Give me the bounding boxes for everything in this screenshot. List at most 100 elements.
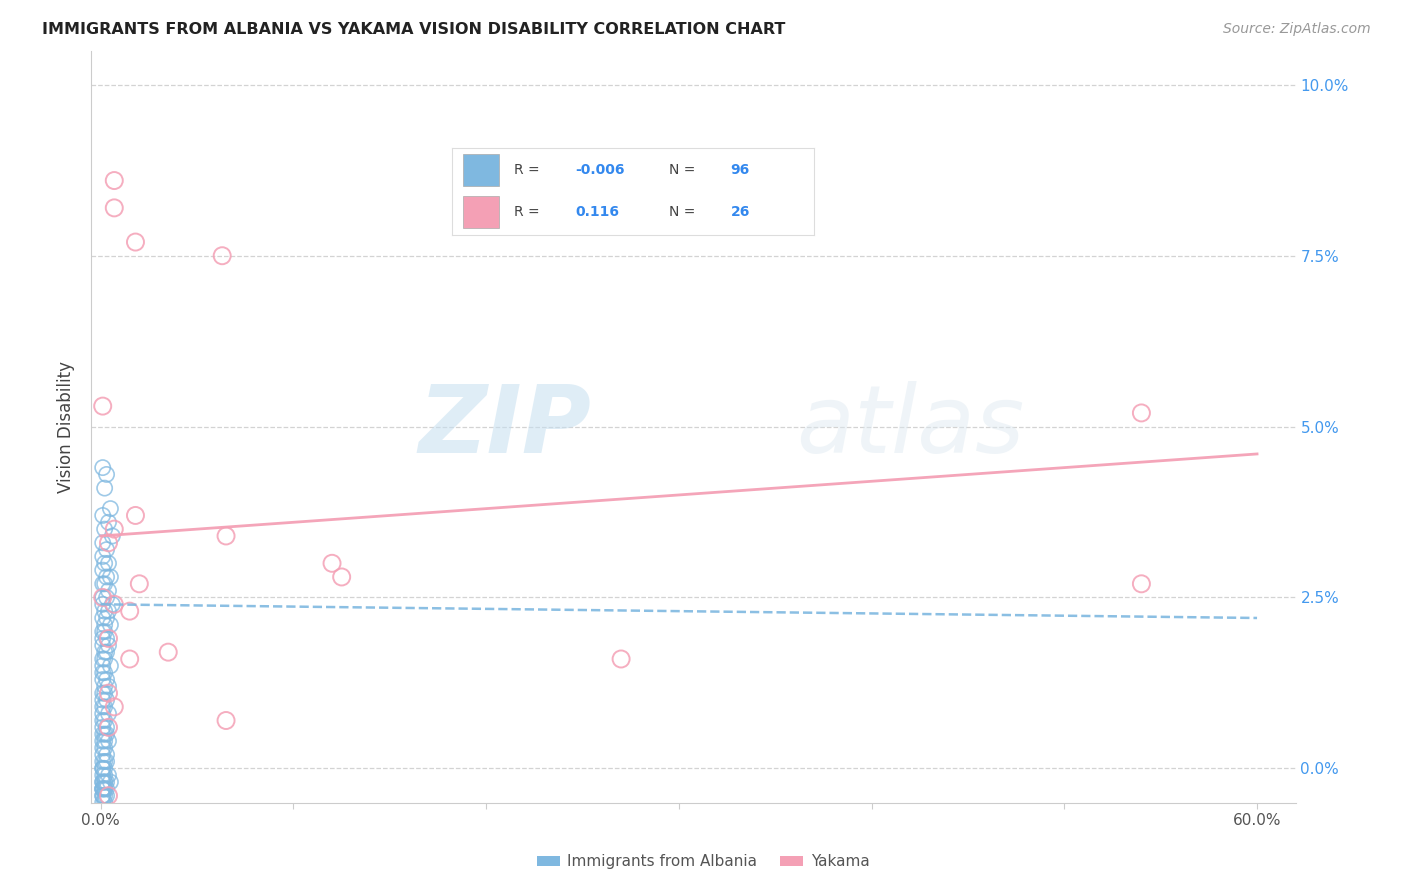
Point bbox=[91, 460, 114, 475]
Point bbox=[93, 740, 115, 755]
Point bbox=[91, 591, 114, 605]
Point bbox=[97, 583, 120, 598]
Point bbox=[93, 576, 115, 591]
Point bbox=[128, 576, 150, 591]
Point bbox=[93, 557, 115, 571]
Point bbox=[93, 645, 115, 659]
Point bbox=[91, 632, 114, 646]
Point bbox=[96, 467, 118, 482]
Point bbox=[100, 501, 122, 516]
Point bbox=[97, 536, 120, 550]
Point bbox=[91, 761, 114, 775]
Point bbox=[91, 714, 114, 728]
Point bbox=[91, 658, 114, 673]
Point bbox=[91, 508, 114, 523]
Point bbox=[96, 781, 118, 796]
Point bbox=[91, 563, 114, 577]
Point bbox=[91, 665, 114, 680]
Point bbox=[93, 679, 115, 693]
Point bbox=[124, 235, 146, 249]
Point bbox=[91, 734, 114, 748]
Point bbox=[211, 249, 233, 263]
Point bbox=[97, 632, 120, 646]
Point bbox=[157, 645, 180, 659]
Point bbox=[93, 699, 115, 714]
Point bbox=[91, 597, 114, 611]
Point bbox=[91, 789, 114, 803]
Point bbox=[91, 624, 114, 639]
Point bbox=[91, 536, 114, 550]
Point bbox=[91, 796, 114, 810]
Point bbox=[91, 693, 114, 707]
Point bbox=[91, 781, 114, 796]
Point bbox=[96, 693, 118, 707]
Point bbox=[91, 576, 114, 591]
Point bbox=[93, 796, 115, 810]
Point bbox=[1130, 406, 1153, 420]
Point bbox=[91, 611, 114, 625]
Point bbox=[96, 611, 118, 625]
Legend: Immigrants from Albania, Yakama: Immigrants from Albania, Yakama bbox=[530, 848, 876, 875]
Text: IMMIGRANTS FROM ALBANIA VS YAKAMA VISION DISABILITY CORRELATION CHART: IMMIGRANTS FROM ALBANIA VS YAKAMA VISION… bbox=[42, 22, 786, 37]
Point bbox=[124, 508, 146, 523]
Point bbox=[97, 638, 120, 652]
Point bbox=[96, 542, 118, 557]
Point bbox=[103, 173, 125, 187]
Point bbox=[97, 557, 120, 571]
Point bbox=[93, 761, 115, 775]
Point bbox=[93, 775, 115, 789]
Point bbox=[93, 686, 115, 700]
Y-axis label: Vision Disability: Vision Disability bbox=[58, 360, 75, 492]
Point bbox=[97, 604, 120, 618]
Point bbox=[93, 755, 115, 769]
Point bbox=[93, 624, 115, 639]
Point bbox=[103, 201, 125, 215]
Point bbox=[91, 755, 114, 769]
Point bbox=[96, 570, 118, 584]
Point bbox=[100, 658, 122, 673]
Point bbox=[93, 781, 115, 796]
Point bbox=[93, 734, 115, 748]
Point bbox=[91, 781, 114, 796]
Point bbox=[1130, 576, 1153, 591]
Point bbox=[93, 604, 115, 618]
Point bbox=[97, 679, 120, 693]
Point bbox=[93, 665, 115, 680]
Point bbox=[91, 720, 114, 734]
Point bbox=[96, 645, 118, 659]
Point bbox=[100, 617, 122, 632]
Point bbox=[96, 727, 118, 741]
Point bbox=[97, 686, 120, 700]
Point bbox=[91, 638, 114, 652]
Point bbox=[91, 789, 114, 803]
Text: atlas: atlas bbox=[796, 381, 1024, 472]
Point bbox=[91, 747, 114, 762]
Point bbox=[93, 775, 115, 789]
Point bbox=[97, 789, 120, 803]
Point bbox=[97, 706, 120, 721]
Point bbox=[103, 522, 125, 536]
Point bbox=[97, 720, 120, 734]
Point bbox=[91, 699, 114, 714]
Point bbox=[96, 755, 118, 769]
Point bbox=[96, 591, 118, 605]
Point bbox=[215, 714, 238, 728]
Point bbox=[103, 699, 125, 714]
Point bbox=[97, 516, 120, 530]
Point bbox=[91, 549, 114, 564]
Point bbox=[91, 761, 114, 775]
Point bbox=[91, 740, 114, 755]
Point bbox=[91, 399, 114, 413]
Point bbox=[91, 673, 114, 687]
Point bbox=[96, 632, 118, 646]
Point bbox=[96, 747, 118, 762]
Point bbox=[91, 768, 114, 782]
Point bbox=[101, 529, 124, 543]
Point bbox=[91, 727, 114, 741]
Text: Source: ZipAtlas.com: Source: ZipAtlas.com bbox=[1223, 22, 1371, 37]
Point bbox=[93, 789, 115, 803]
Text: ZIP: ZIP bbox=[418, 381, 591, 473]
Point bbox=[215, 529, 238, 543]
Point bbox=[97, 734, 120, 748]
Point bbox=[91, 775, 114, 789]
